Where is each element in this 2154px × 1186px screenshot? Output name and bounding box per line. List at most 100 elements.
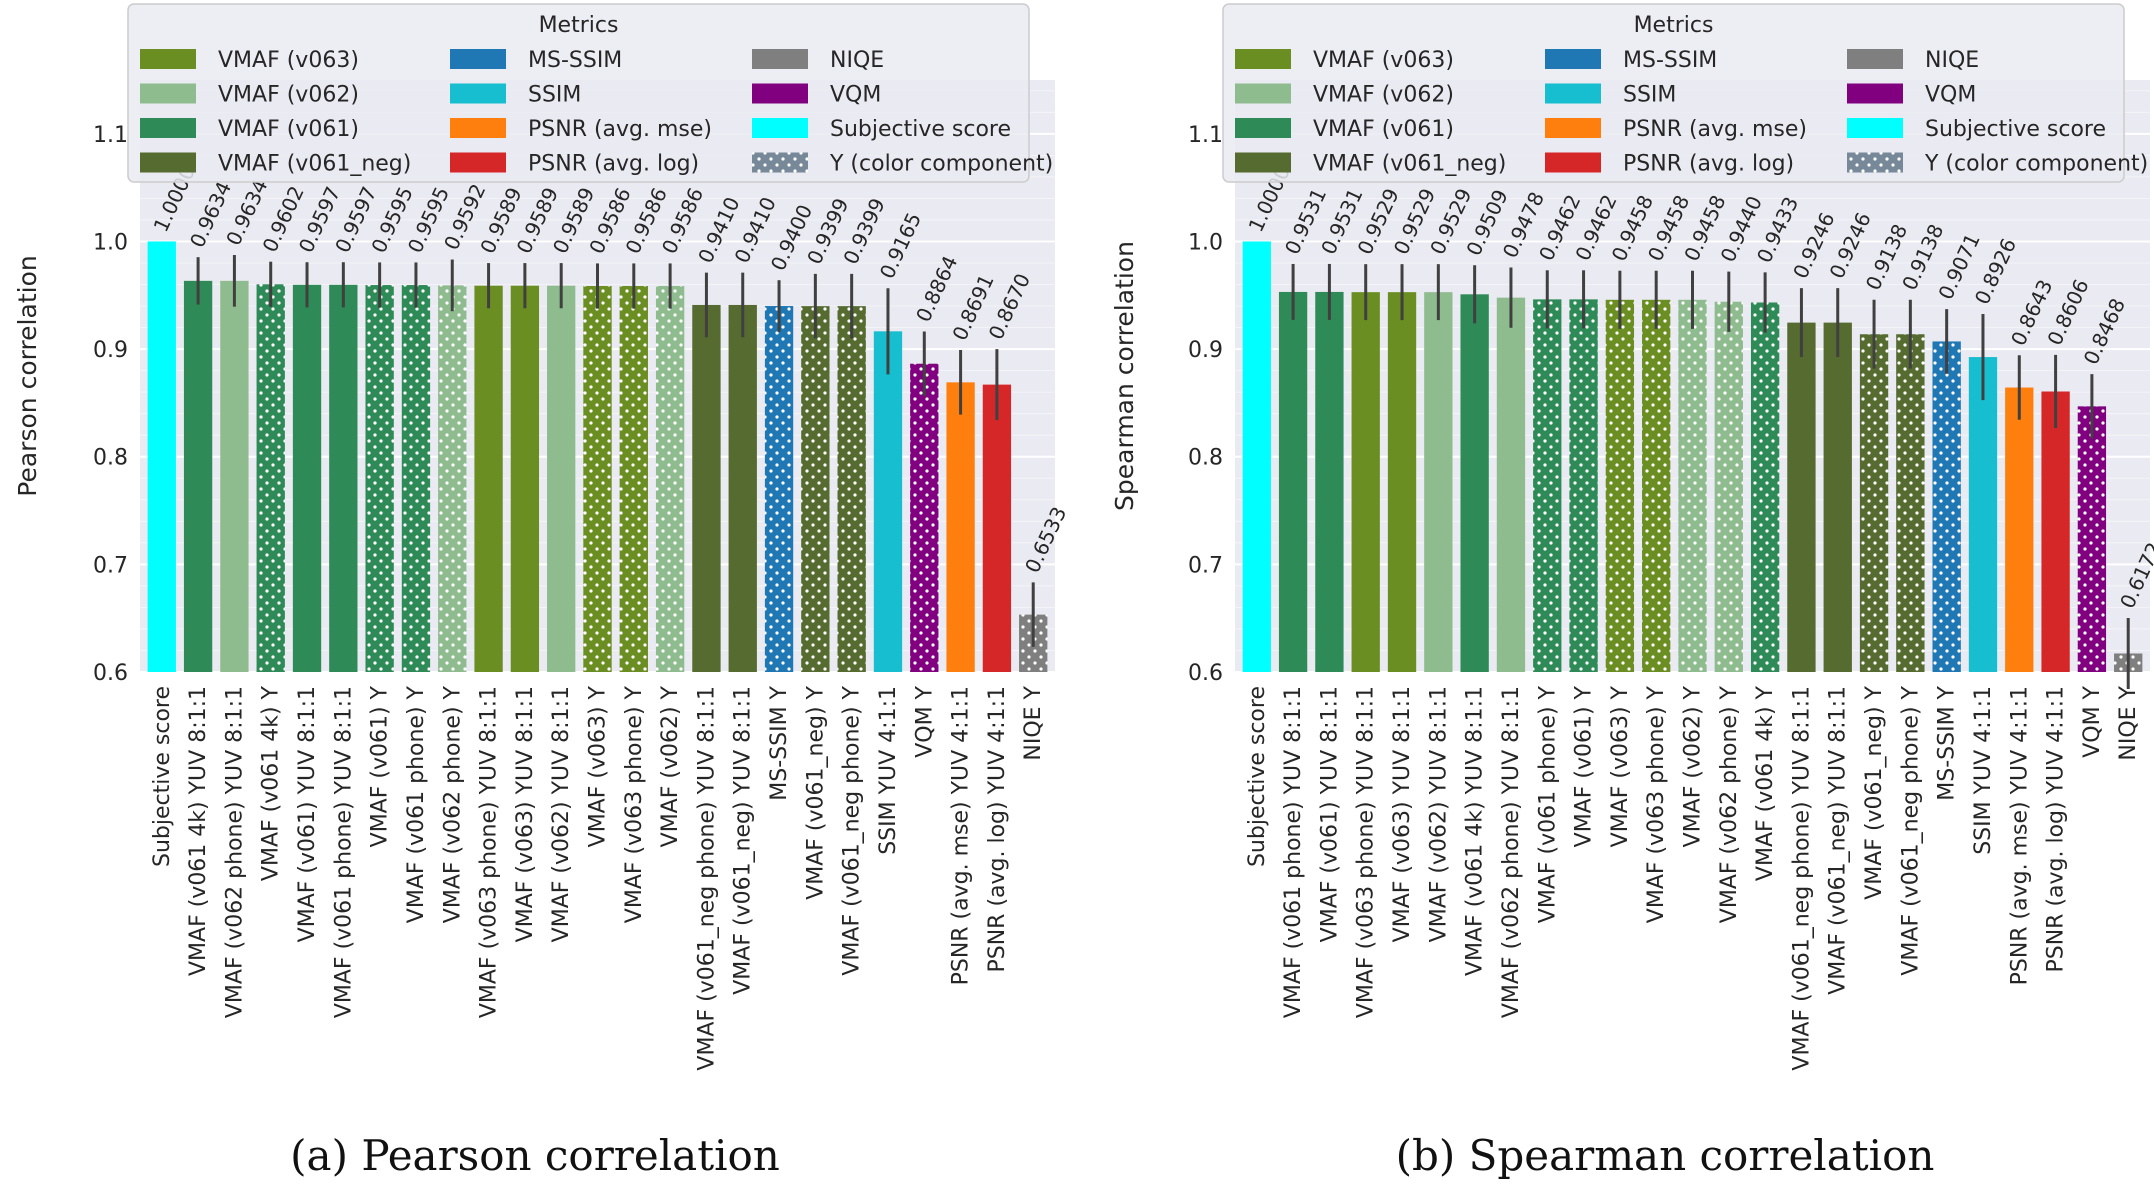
- legend-swatch: [1847, 118, 1903, 138]
- x-tick-label: VMAF (v063 phone) YUV 8:1:1: [477, 686, 502, 1018]
- x-tick-label: PSNR (avg. mse) YUV 4:1:1: [949, 686, 974, 985]
- bar: [1387, 292, 1417, 672]
- x-tick-label: VMAF (v063) YUV 8:1:1: [513, 686, 538, 942]
- bar: [1896, 334, 1925, 672]
- legend-label: Subjective score: [1925, 117, 2106, 142]
- x-tick-label: VMAF (v061_neg) Y: [803, 685, 828, 899]
- x-tick-label: VMAF (v063 phone) Y: [1644, 685, 1669, 923]
- x-tick-label: VMAF (v061 phone) Y: [404, 685, 429, 923]
- x-tick-label: VMAF (v062 phone) YUV 8:1:1: [222, 686, 247, 1018]
- bar: [256, 284, 285, 672]
- y-tick-label: 0.8: [1188, 446, 1223, 471]
- legend-label: NIQE: [1925, 48, 1979, 73]
- legend-label: VMAF (v063): [218, 48, 359, 73]
- legend-swatch: [450, 118, 506, 138]
- bar: [183, 280, 213, 672]
- legend-label: VMAF (v061_neg): [218, 152, 411, 177]
- bar: [1823, 322, 1852, 672]
- y-tick-label: 1.1: [93, 123, 128, 148]
- x-tick-label: VMAF (v062 phone) Y: [440, 685, 465, 923]
- legend-swatch: [752, 83, 808, 104]
- bar: [1605, 299, 1635, 672]
- legend-title: Metrics: [539, 13, 619, 38]
- x-tick-label: VMAF (v063) Y: [586, 685, 611, 847]
- bar: [1315, 291, 1344, 672]
- x-tick-label: VMAF (v061 phone) Y: [1535, 685, 1560, 923]
- bar: [292, 284, 322, 672]
- legend-label: VMAF (v061_neg): [1313, 152, 1506, 177]
- bar: [1460, 294, 1489, 672]
- x-tick-label: Subjective score: [1245, 686, 1270, 867]
- legend-label: VQM: [1925, 83, 1976, 108]
- x-tick-label: VMAF (v062 phone) YUV 8:1:1: [1499, 686, 1524, 1018]
- legend-swatch: [450, 49, 506, 69]
- legend-label: Y (color component): [829, 152, 1053, 177]
- legend-swatch: [450, 83, 506, 104]
- bar: [837, 306, 866, 672]
- legend-label: SSIM: [1623, 83, 1676, 108]
- bar: [1932, 341, 1961, 672]
- bar: [1496, 297, 1526, 672]
- legend-label: VMAF (v061): [1313, 117, 1454, 142]
- y-tick-label: 0.6: [1188, 661, 1223, 686]
- panel-caption: (b) Spearman correlation: [1396, 1131, 1935, 1180]
- x-tick-label: VMAF (v061 4k) Y: [1753, 685, 1778, 881]
- bar: [329, 284, 358, 672]
- bar: [728, 304, 757, 672]
- x-tick-label: VMAF (v061_neg phone) YUV 8:1:1: [1789, 686, 1814, 1071]
- y-axis-label: Pearson correlation: [13, 255, 42, 496]
- bar: [692, 304, 721, 672]
- bar: [910, 363, 939, 672]
- legend-label: VQM: [830, 83, 881, 108]
- legend-swatch: [140, 49, 196, 69]
- x-tick-label: SSIM YUV 4:1:1: [876, 686, 901, 855]
- bar: [1750, 302, 1780, 672]
- legend-swatch: [1545, 118, 1601, 138]
- legend-swatch: [1847, 83, 1903, 104]
- legend: Metrics VMAF (v063) VMAF (v062) VMAF (v061)…: [1222, 3, 2148, 183]
- x-tick-label: Subjective score: [150, 686, 175, 867]
- x-tick-label: VMAF (v061_neg) YUV 8:1:1: [731, 686, 756, 995]
- bar: [547, 285, 576, 672]
- legend-label: VMAF (v061): [218, 117, 359, 142]
- bar: [1714, 301, 1743, 672]
- legend-label: PSNR (avg. mse): [1623, 117, 1807, 142]
- y-tick-label: 0.8: [93, 446, 128, 471]
- legend-label: MS-SSIM: [528, 48, 622, 73]
- bar: [655, 286, 685, 672]
- legend-swatch: [1847, 152, 1903, 173]
- legend-swatch: [1235, 118, 1291, 138]
- x-tick-label: VMAF (v062) Y: [1681, 685, 1706, 847]
- x-tick-label: VMAF (v061) Y: [1572, 685, 1597, 847]
- x-tick-label: VMAF (v061_neg) Y: [1862, 685, 1887, 899]
- x-tick-label: VMAF (v061) YUV 8:1:1: [295, 686, 320, 942]
- x-tick-label: VMAF (v061_neg) YUV 8:1:1: [1826, 686, 1851, 995]
- x-tick-label: VMAF (v061) Y: [368, 685, 393, 847]
- bar: [147, 241, 176, 673]
- x-tick-label: VMAF (v061 phone) YUV 8:1:1: [331, 686, 356, 1018]
- y-axis-label: Spearman correlation: [1110, 241, 1139, 511]
- x-tick-label: VMAF (v061) YUV 8:1:1: [1317, 686, 1342, 942]
- legend-label: PSNR (avg. mse): [528, 117, 712, 142]
- y-tick-label: 0.7: [1188, 553, 1223, 578]
- y-tick-label: 1.0: [93, 230, 128, 255]
- legend-title: Metrics: [1634, 13, 1714, 38]
- y-tick-label: 0.6: [93, 661, 128, 686]
- bar: [982, 384, 1012, 672]
- legend-swatch: [752, 49, 808, 69]
- legend-swatch: [450, 152, 506, 173]
- x-tick-label: MS-SSIM Y: [1935, 685, 1960, 800]
- bar: [1569, 299, 1598, 672]
- x-tick-label: VMAF (v061 phone) YUV 8:1:1: [1281, 686, 1306, 1018]
- bar: [2077, 406, 2107, 672]
- x-tick-label: VQM Y: [912, 685, 937, 757]
- bar: [401, 285, 431, 672]
- x-tick-label: VMAF (v061_neg phone) Y: [1898, 685, 1923, 975]
- legend-label: PSNR (avg. log): [528, 152, 699, 177]
- y-tick-label: 1.1: [1188, 123, 1223, 148]
- bar: [1787, 322, 1816, 672]
- x-tick-label: VMAF (v063) YUV 8:1:1: [1390, 686, 1415, 942]
